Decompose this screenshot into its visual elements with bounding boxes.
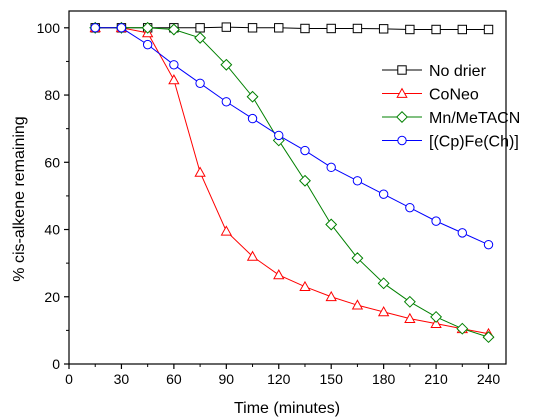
data-point (403, 295, 416, 308)
data-point (430, 310, 443, 323)
data-point (195, 23, 205, 33)
legend-item: Mn/MeTACN (382, 110, 520, 127)
data-point (404, 312, 416, 323)
x-axis-ticks: 0 30 60 90 120 150 180 210 240 (65, 364, 500, 387)
data-point (246, 90, 259, 103)
data-point (377, 277, 390, 290)
y-tick-label: 80 (44, 87, 60, 103)
series-layer (89, 21, 495, 344)
legend-label: CoNeo (429, 87, 479, 104)
data-point (325, 290, 337, 302)
y-tick-label: 60 (44, 154, 60, 170)
data-point (378, 24, 389, 34)
data-point (483, 239, 494, 250)
data-point (457, 228, 467, 238)
data-point (431, 216, 441, 226)
x-axis-title: Time (minutes) (234, 400, 340, 417)
data-point (194, 31, 207, 44)
legend-marker (396, 87, 408, 98)
legend-item: CoNeo (382, 87, 479, 104)
x-tick-label: 240 (477, 371, 501, 387)
data-point (247, 23, 258, 33)
x-tick-label: 120 (267, 371, 291, 387)
data-point (351, 299, 364, 310)
data-point (221, 97, 232, 107)
y-tick-label: 20 (44, 289, 60, 305)
y-tick-label: 40 (44, 222, 60, 238)
x-tick-label: 0 (65, 371, 73, 387)
data-point (482, 331, 495, 344)
data-point (300, 145, 310, 156)
data-point (221, 22, 232, 32)
data-point (325, 218, 338, 231)
legend-label: Mn/MeTACN (429, 110, 520, 127)
y-tick-label: 0 (52, 356, 60, 372)
y-axis-title: % cis-alkene remaining (11, 116, 28, 281)
data-point (430, 317, 442, 329)
data-point (483, 24, 494, 35)
x-tick-label: 180 (372, 371, 396, 387)
legend: No drier CoNeo Mn/MeTACN [(Cp)Fe(Ch)] (382, 63, 520, 151)
data-point (195, 78, 205, 88)
legend-marker (397, 135, 407, 146)
y-axis-ticks: 0 20 40 60 80 100 (37, 20, 69, 372)
plot-frame (68, 10, 507, 365)
series-line (95, 27, 489, 338)
data-point (299, 280, 311, 292)
data-point (142, 39, 153, 50)
x-tick-label: 30 (114, 371, 130, 387)
data-point (220, 58, 233, 71)
data-point (405, 202, 415, 213)
x-tick-label: 150 (320, 371, 344, 387)
data-point (141, 21, 154, 34)
data-point (457, 24, 468, 35)
plot-border (68, 10, 507, 365)
data-point (405, 24, 415, 35)
data-point (169, 60, 179, 70)
data-point (273, 269, 285, 280)
data-point (431, 24, 441, 35)
data-point (377, 306, 390, 317)
x-tick-label: 210 (424, 371, 448, 387)
x-tick-label: 60 (166, 371, 182, 387)
data-point (168, 74, 180, 85)
data-point (246, 250, 259, 261)
legend-item: No drier (382, 63, 487, 80)
series-line (95, 26, 489, 30)
legend-marker (397, 65, 407, 75)
data-point (351, 252, 364, 265)
data-point (352, 23, 363, 34)
data-point (456, 322, 469, 335)
data-point (300, 23, 310, 34)
y-tick-label: 100 (37, 20, 61, 36)
x-tick-label: 90 (219, 371, 235, 387)
data-point (247, 113, 258, 124)
series-line (95, 27, 489, 246)
legend-item: [(Cp)Fe(Ch)] (382, 134, 519, 151)
data-point (378, 189, 389, 199)
data-point (220, 225, 232, 236)
data-point (194, 166, 206, 177)
data-point (299, 174, 311, 187)
data-point (274, 130, 284, 141)
series-line (95, 27, 489, 335)
data-point (326, 23, 336, 34)
data-point (167, 23, 180, 36)
data-point (274, 23, 284, 33)
data-point (326, 162, 336, 173)
data-point (116, 23, 127, 33)
legend-marker (396, 111, 408, 123)
data-point (352, 176, 363, 186)
legend-label: No drier (429, 63, 487, 80)
data-point (90, 23, 100, 33)
legend-label: [(Cp)Fe(Ch)] (429, 134, 519, 151)
series-cp-fe-ch (90, 23, 494, 250)
